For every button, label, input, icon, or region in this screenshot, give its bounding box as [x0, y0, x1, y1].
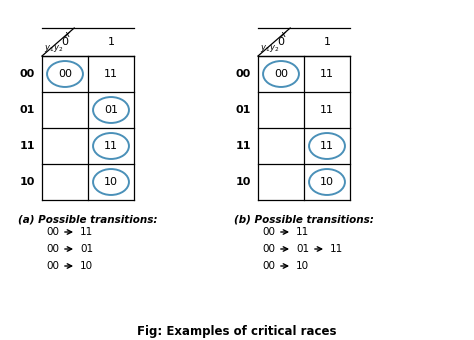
Text: 00: 00: [262, 227, 275, 237]
Text: 01: 01: [104, 105, 118, 115]
Text: 11: 11: [104, 141, 118, 151]
Text: 10: 10: [296, 261, 309, 271]
Text: 01: 01: [296, 244, 309, 254]
Text: $x$: $x$: [64, 30, 72, 39]
Text: 10: 10: [320, 177, 334, 187]
Text: 00: 00: [46, 244, 59, 254]
Text: 01: 01: [80, 244, 93, 254]
Text: 10: 10: [80, 261, 93, 271]
Text: 00: 00: [58, 69, 72, 79]
Text: 10: 10: [236, 177, 251, 187]
Text: 01: 01: [19, 105, 35, 115]
Text: 11: 11: [19, 141, 35, 151]
Text: 11: 11: [320, 141, 334, 151]
Text: 0: 0: [277, 37, 284, 47]
Text: $y_1y_2$: $y_1y_2$: [44, 43, 63, 54]
Text: 10: 10: [104, 177, 118, 187]
Text: 11: 11: [236, 141, 251, 151]
Text: 11: 11: [320, 69, 334, 79]
Text: 00: 00: [262, 261, 275, 271]
Text: 00: 00: [20, 69, 35, 79]
Text: 00: 00: [46, 227, 59, 237]
Text: 11: 11: [320, 105, 334, 115]
Text: 1: 1: [108, 37, 115, 47]
Text: Fig: Examples of critical races: Fig: Examples of critical races: [137, 325, 337, 338]
Text: (b) Possible transitions:: (b) Possible transitions:: [234, 214, 374, 224]
Text: 11: 11: [80, 227, 93, 237]
Text: 00: 00: [236, 69, 251, 79]
Text: 10: 10: [19, 177, 35, 187]
Text: 11: 11: [296, 227, 309, 237]
Text: $x$: $x$: [280, 30, 288, 39]
Text: 00: 00: [262, 244, 275, 254]
Text: 1: 1: [323, 37, 330, 47]
Text: $y_1y_2$: $y_1y_2$: [260, 43, 279, 54]
Text: 11: 11: [104, 69, 118, 79]
Text: 0: 0: [62, 37, 69, 47]
Text: 11: 11: [330, 244, 343, 254]
Text: 00: 00: [46, 261, 59, 271]
Text: 00: 00: [274, 69, 288, 79]
Text: (a) Possible transitions:: (a) Possible transitions:: [18, 214, 158, 224]
Text: 01: 01: [236, 105, 251, 115]
